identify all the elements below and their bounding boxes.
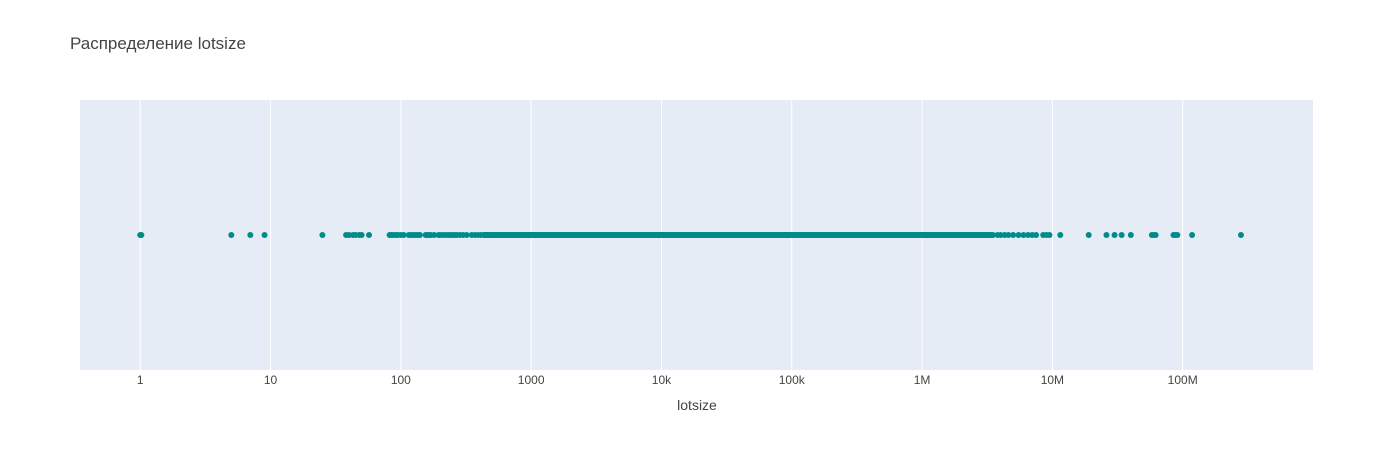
data-point [989, 232, 996, 238]
data-point [480, 232, 487, 238]
data-points [137, 232, 1244, 238]
data-point [247, 232, 254, 238]
data-point [1015, 232, 1022, 238]
data-point [366, 232, 373, 238]
data-point [1020, 232, 1027, 238]
data-point [1085, 232, 1092, 238]
data-point [416, 232, 423, 238]
data-point [1103, 232, 1110, 238]
x-tick-label: 1M [914, 373, 931, 387]
data-point [1118, 232, 1125, 238]
data-point [1189, 232, 1196, 238]
x-tick-label: 100M [1168, 373, 1198, 387]
data-point [1111, 232, 1118, 238]
data-point [1005, 232, 1012, 238]
data-point [1237, 232, 1244, 238]
data-point [1152, 232, 1159, 238]
x-tick-label: 100 [391, 373, 411, 387]
x-tick-label: 100k [779, 373, 806, 387]
data-point [319, 232, 326, 238]
data-point [1033, 232, 1040, 238]
data-point [1025, 232, 1032, 238]
data-point [138, 232, 145, 238]
data-point [463, 232, 470, 238]
x-axis-title: lotsize [677, 397, 717, 413]
x-tick-label: 10M [1041, 373, 1064, 387]
x-tick-label: 10 [264, 373, 278, 387]
data-point [261, 232, 268, 238]
data-point [358, 232, 365, 238]
data-point [431, 232, 438, 238]
x-tick-label: 10k [652, 373, 672, 387]
x-tick-label: 1 [137, 373, 144, 387]
x-tick-labels: 1 10 100 1000 10k 100k 1M 10M 100M [137, 373, 1198, 387]
data-point [228, 232, 235, 238]
data-point [1046, 232, 1053, 238]
data-point [1174, 232, 1181, 238]
data-point [1010, 232, 1017, 238]
data-point [400, 232, 407, 238]
data-point [1127, 232, 1134, 238]
chart-title: Распределение lotsize [70, 34, 246, 53]
x-tick-label: 1000 [518, 373, 545, 387]
data-point [1057, 232, 1064, 238]
